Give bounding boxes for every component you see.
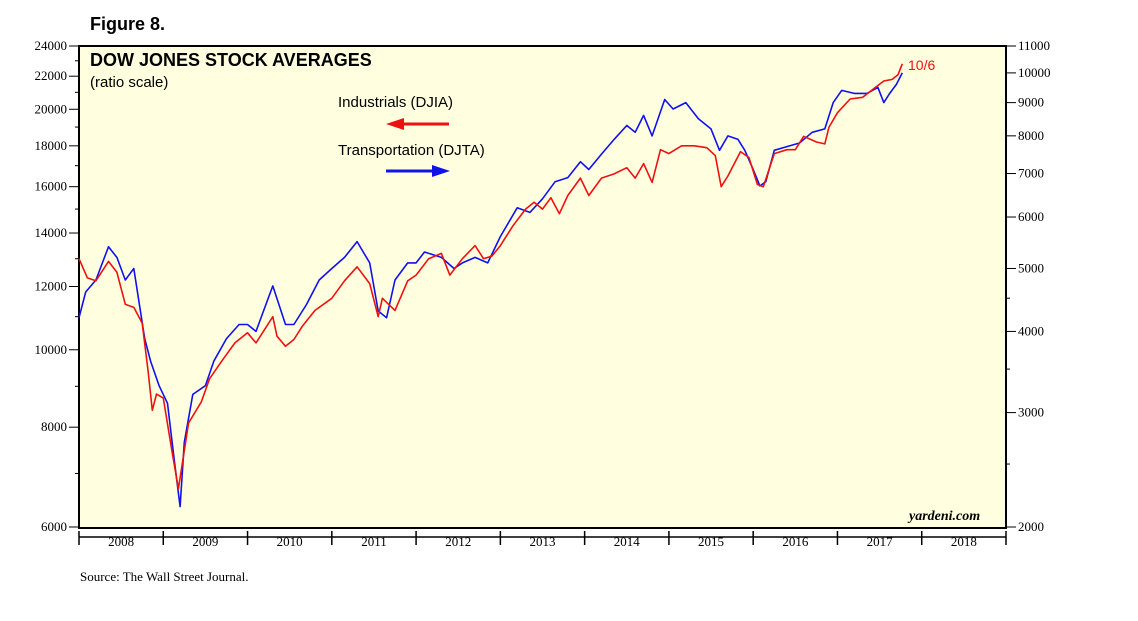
x-tick-label: 2014 [614,534,641,549]
right-tick-label: 9000 [1018,95,1044,110]
x-tick-label: 2011 [361,534,387,549]
right-tick-label: 7000 [1018,166,1044,181]
x-tick-label: 2008 [108,534,134,549]
x-tick-label: 2018 [951,534,977,549]
left-tick-label: 20000 [35,101,68,116]
x-tick-label: 2010 [277,534,303,549]
legend-industrials-arrow [386,118,449,130]
legend-industrials-label: Industrials (DJIA) [338,94,453,111]
left-tick-label: 12000 [35,279,68,294]
legend-transportation-arrow [386,165,450,177]
right-tick-label: 5000 [1018,260,1044,275]
industrials-line [78,63,904,490]
chart-subtitle: (ratio scale) [90,74,168,91]
series-layer [78,63,904,508]
plot-background [78,45,1007,529]
left-y-axis: 6000 8000 10000 12000 14000 16000 18000 20000 22… [35,38,79,534]
right-tick-label: 11000 [1018,38,1050,53]
x-tick-label: 2009 [192,534,218,549]
figure-label: Figure 8. [90,14,166,34]
left-tick-label: 24000 [35,38,68,53]
right-tick-label: 8000 [1018,128,1044,143]
left-tick-label: 14000 [35,225,68,240]
left-tick-label: 16000 [35,179,68,194]
right-tick-label: 2000 [1018,519,1044,534]
x-tick-label: 2012 [445,534,471,549]
right-tick-label: 3000 [1018,405,1044,420]
x-tick-label: 2016 [782,534,809,549]
x-tick-label: 2013 [530,534,556,549]
legend-transportation-label: Transportation (DJTA) [338,142,485,159]
last-date-annotation: 10/6 [908,57,935,73]
watermark: yardeni.com [907,509,980,524]
chart-title: DOW JONES STOCK AVERAGES [90,50,372,70]
left-tick-label: 18000 [35,138,68,153]
left-tick-label: 10000 [35,342,68,357]
source-note: Source: The Wall Street Journal. [80,569,249,584]
right-tick-label: 10000 [1018,65,1051,80]
left-tick-label: 8000 [41,419,67,434]
x-axis: 2008 2009 2010 2011 2012 2013 2014 2015 2016 2017… [78,531,1007,549]
left-tick-label: 22000 [35,68,68,83]
left-tick-label: 6000 [41,519,67,534]
right-y-axis: 2000 3000 4000 5000 6000 7000 8000 9000 10000 110… [1006,38,1051,534]
right-tick-label: 4000 [1018,323,1044,338]
x-tick-label: 2017 [867,534,894,549]
right-tick-label: 6000 [1018,209,1044,224]
x-tick-label: 2015 [698,534,724,549]
